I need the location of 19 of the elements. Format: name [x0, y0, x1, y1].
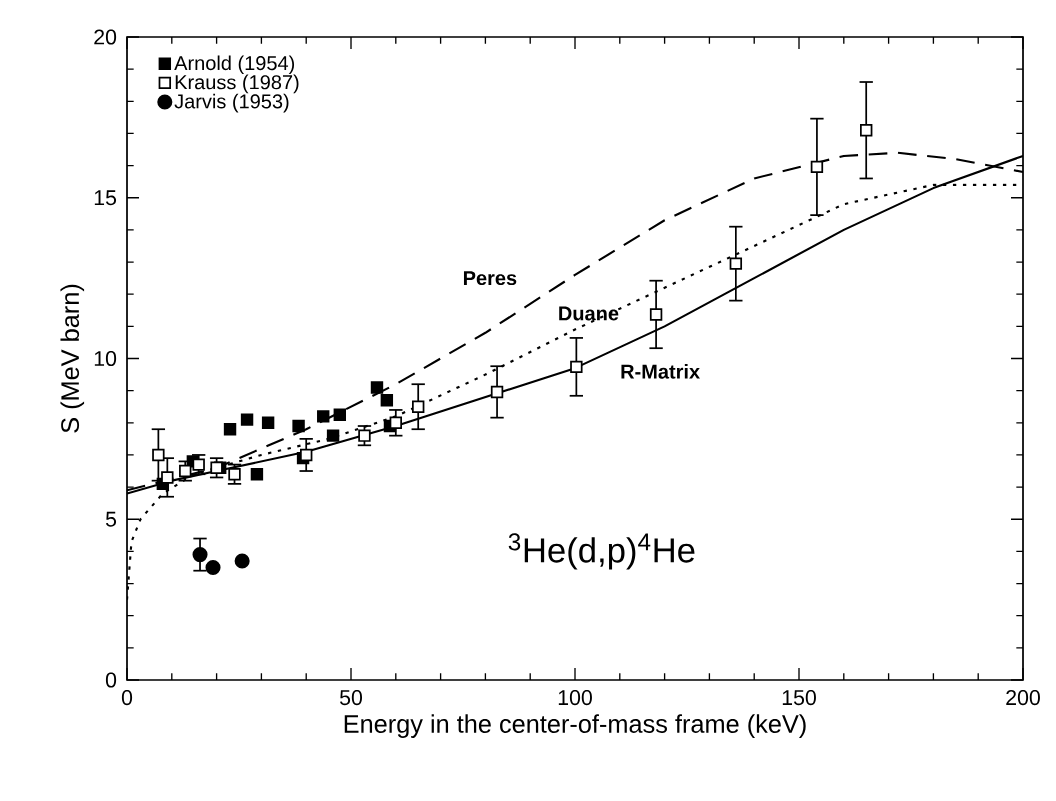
legend-label: Arnold (1954)	[174, 55, 295, 75]
x-axis-title: Energy in the center-of-mass frame (keV)	[344, 714, 806, 738]
annotation: R-Matrix	[621, 364, 700, 379]
annotation: Peres	[463, 271, 517, 286]
y-tick-label: 0	[105, 672, 117, 688]
y-tick-label: 15	[94, 190, 117, 206]
y-tick-label: 10	[94, 350, 117, 367]
annotation: $^{3}$He(d,p)$^{4}$He	[508, 533, 695, 570]
x-tick-label: 100	[558, 690, 592, 706]
annotation: Duane	[559, 306, 619, 321]
x-tick-label: 150	[782, 690, 816, 706]
y-tick-label: 20	[94, 29, 117, 45]
legend-label: Krauss (1987)	[175, 74, 299, 94]
y-tick-label: 5	[105, 511, 117, 527]
x-tick-label: 50	[340, 690, 363, 706]
y-axis-title: S (MeV barn)	[60, 284, 85, 433]
x-tick-label: 0	[121, 690, 133, 706]
x-tick-label: 200	[1006, 690, 1040, 706]
legend-label: Jarvis (1953)	[174, 93, 289, 113]
